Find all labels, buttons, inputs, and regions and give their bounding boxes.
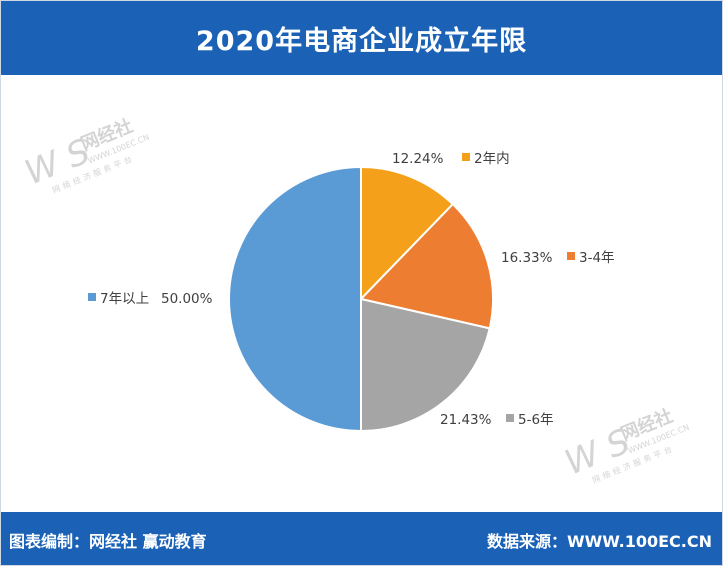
slice-category-label: 3-4年 — [579, 250, 615, 266]
slice-label-3-4yr: 16.33% 3-4年 — [501, 250, 615, 266]
watermark-bottom-right: W S 网经社 WWW.100EC.CN 网络经济服务平台 — [559, 405, 690, 485]
legend-swatch — [88, 293, 96, 301]
slice-value-label: 21.43% — [440, 412, 492, 428]
footer-bar: 图表编制：网经社 赢动教育 数据来源：WWW.100EC.CN — [1, 512, 722, 565]
slice-2yr — [360, 165, 455, 302]
slice-value-label: 16.33% — [501, 250, 553, 266]
footer-source: 数据来源：WWW.100EC.CN — [486, 532, 712, 551]
pie-slices — [228, 165, 494, 433]
slice-7yr-plus — [228, 165, 362, 433]
slice-value-label: 50.00% — [161, 291, 213, 307]
slice-category-label: 2年内 — [474, 151, 510, 167]
legend-swatch — [462, 153, 470, 161]
slice-category-label: 5-6年 — [518, 412, 554, 428]
footer-credit: 图表编制：网经社 赢动教育 — [9, 532, 207, 551]
watermark-top-left: W S 网经社 WWW.100EC.CN 网络经济服务平台 — [19, 115, 150, 195]
slice-label-5-6yr: 21.43% 5-6年 — [440, 412, 554, 428]
slice-category-label: 7年以上 — [100, 291, 149, 307]
title-bar: 2020年电商企业成立年限 — [1, 1, 722, 75]
slice-label-7yr-plus: 7年以上 50.00% — [88, 291, 213, 307]
legend-swatch — [506, 414, 514, 422]
legend-swatch — [567, 252, 575, 260]
pie-chart: W S 网经社 WWW.100EC.CN 网络经济服务平台 W S 网经社 WW… — [19, 115, 690, 485]
chart-title: 2020年电商企业成立年限 — [195, 25, 528, 57]
slice-value-label: 12.24% — [392, 151, 444, 167]
slice-5-6yr — [360, 297, 491, 433]
slice-3-4yr — [359, 202, 494, 330]
slice-label-2yr: 12.24% 2年内 — [392, 151, 510, 167]
